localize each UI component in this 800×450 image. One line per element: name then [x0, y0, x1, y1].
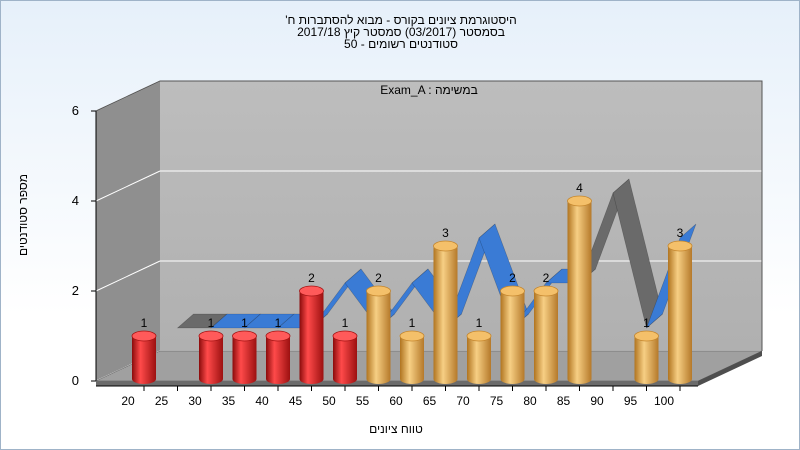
bar-top — [399, 330, 425, 342]
x-tick-label: 60 — [389, 394, 403, 408]
x-tick-label: 40 — [255, 394, 269, 408]
bar: 3 — [433, 226, 458, 384]
x-tick-label: 100 — [654, 394, 674, 408]
bar-top — [198, 330, 224, 342]
back-wall — [160, 81, 762, 351]
bar-body — [132, 336, 156, 384]
bar-top — [466, 330, 492, 342]
x-tick-label: 35 — [222, 394, 236, 408]
floor-edge — [96, 381, 698, 386]
bar: 2 — [366, 271, 391, 384]
x-tick-label: 85 — [557, 394, 571, 408]
bar-top — [667, 240, 693, 252]
y-tick-label: 0 — [72, 373, 79, 388]
bar: 2 — [299, 271, 324, 384]
bar-body — [467, 336, 491, 384]
chart-title-line-3: סטודנטים רשומים - 50 — [344, 37, 458, 51]
bar-value-label: 1 — [208, 316, 215, 330]
x-tick-label: 20 — [121, 394, 135, 408]
bar-value-label: 1 — [476, 316, 483, 330]
bar-value-label: 2 — [375, 271, 382, 285]
bar-top — [131, 330, 157, 342]
chart-title-line-1: היסטוגרמת ציונים בקורס - מבוא להסתברות ח… — [285, 13, 517, 27]
bar: 1 — [232, 316, 257, 384]
bar: 2 — [500, 271, 525, 384]
y-tick-label: 6 — [72, 103, 79, 118]
bar: 3 — [667, 226, 693, 384]
floor-edge-side — [698, 351, 762, 386]
bar-body — [366, 291, 391, 384]
bar: 1 — [332, 316, 358, 384]
bar-top — [299, 285, 324, 297]
bar-body — [299, 291, 324, 384]
wall-rim — [95, 80, 763, 351]
side-gridline — [95, 170, 161, 202]
x-tick-label: 65 — [423, 394, 437, 408]
bar-value-label: 3 — [442, 226, 449, 240]
bar: 1 — [399, 316, 425, 384]
bar: 1 — [466, 316, 492, 384]
bar-value-label: 1 — [275, 316, 282, 330]
x-tick-label: 70 — [456, 394, 470, 408]
bar-body — [400, 336, 424, 384]
bar-top — [332, 330, 358, 342]
x-tick-label: 80 — [523, 394, 537, 408]
bar-body — [433, 246, 458, 384]
y-tick-label: 2 — [72, 283, 79, 298]
x-tick-label: 90 — [590, 394, 604, 408]
bar-value-label: 1 — [342, 316, 349, 330]
bar-value-label: 1 — [643, 316, 650, 330]
bar-top — [265, 330, 291, 342]
y-tick-label: 4 — [72, 193, 79, 208]
bar-top — [567, 195, 592, 207]
bar-body — [634, 336, 659, 384]
bar-top — [232, 330, 257, 342]
bar: 1 — [634, 316, 659, 384]
bar-body — [534, 291, 558, 384]
bar-body — [266, 336, 290, 384]
bar: 1 — [131, 316, 157, 384]
bar-value-label: 1 — [241, 316, 248, 330]
bar-top — [500, 285, 525, 297]
bar-body — [333, 336, 357, 384]
bar-value-label: 1 — [141, 316, 148, 330]
x-tick-label: 30 — [188, 394, 202, 408]
x-tick-label: 25 — [155, 394, 169, 408]
bar-body — [199, 336, 223, 384]
bar-value-label: 2 — [308, 271, 315, 285]
bar: 1 — [198, 316, 224, 384]
bar-body — [668, 246, 692, 384]
bar: 2 — [533, 271, 559, 384]
x-tick-label: 45 — [289, 394, 303, 408]
bar-value-label: 3 — [677, 226, 684, 240]
left-side-wall — [96, 81, 160, 381]
x-tick-label: 50 — [322, 394, 336, 408]
x-axis-label: טווח ציונים — [369, 422, 423, 436]
task-annotation: Exam_A : במשימה — [380, 83, 478, 97]
bar-top — [634, 330, 659, 342]
x-tick-label: 55 — [356, 394, 370, 408]
bar-top — [533, 285, 559, 297]
bar-top — [433, 240, 458, 252]
bar-body — [567, 201, 592, 384]
bar-value-label: 2 — [543, 271, 550, 285]
y-axis-label: מספר סטודנטים — [16, 173, 30, 257]
bar-value-label: 1 — [409, 316, 416, 330]
x-tick-label: 95 — [624, 394, 638, 408]
bar-top — [366, 285, 391, 297]
floor — [95, 350, 763, 382]
chart-title-line-2: בסמסטר (03/2017) סמסטר קיץ 2017/18 — [297, 25, 505, 39]
bar-value-label: 4 — [576, 181, 583, 195]
bar-body — [500, 291, 525, 384]
bar: 4 — [567, 181, 592, 384]
x-tick-label: 75 — [490, 394, 504, 408]
side-gridline — [95, 260, 161, 292]
bar-value-label: 2 — [509, 271, 516, 285]
bar-body — [232, 336, 257, 384]
bar: 1 — [265, 316, 291, 384]
